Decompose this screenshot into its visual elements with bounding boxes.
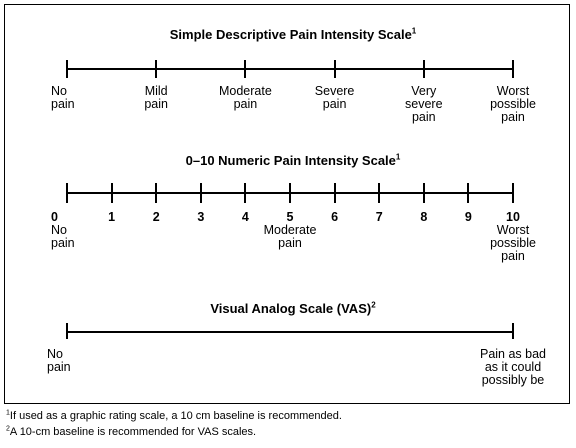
vas-scale-line [67,331,513,333]
numeric-tick-value: 9 [464,210,472,224]
vas-right-tick [512,323,514,339]
footnote-2-text: A 10-cm baseline is recommended for VAS … [9,426,257,438]
descriptive-scale-title: Simple Descriptive Pain Intensity Scale1 [5,27,576,42]
numeric-tick-value: 0 [51,210,58,224]
numeric-label: 10 Worst possible pain [468,211,558,263]
footnote-1: 1If used as a graphic rating scale, a 10… [6,409,342,423]
numeric-label: 8 [379,211,469,224]
descriptive-tick [66,60,68,78]
descriptive-label: Severe pain [314,84,355,111]
numeric-label: 1 [67,211,157,224]
descriptive-tick [155,60,158,78]
numeric-tick-value: 2 [152,210,160,224]
footnote-2-mark: 2 [6,425,10,433]
descriptive-tick [512,60,514,78]
numeric-label: 9 [423,211,513,224]
vas-title-footnote-mark: 2 [371,300,376,310]
numeric-tick-value: 7 [375,210,383,224]
numeric-label: 0 No pain [51,211,91,250]
descriptive-scale-line [67,68,513,70]
numeric-tick-value: 4 [241,210,249,224]
footnote-1-mark: 1 [6,409,10,417]
footnote-1-text: If used as a graphic rating scale, a 10 … [9,410,342,422]
descriptive-label: Mild pain [144,84,168,111]
numeric-tick [512,183,514,203]
numeric-title-text: 0–10 Numeric Pain Intensity Scale [185,153,396,168]
footnote-2: 2A 10-cm baseline is recommended for VAS… [6,425,257,439]
numeric-tick-value: 1 [108,210,116,224]
numeric-label: 4 [200,211,290,224]
numeric-label: 6 [290,211,380,224]
descriptive-label: Very severe pain [405,84,443,124]
numeric-label: 5 Moderate pain [245,211,335,250]
numeric-tick-value: 5 [286,210,294,224]
descriptive-label: Moderate pain [218,84,272,111]
numeric-title-footnote-mark: 1 [395,152,401,162]
descriptive-label: Worst possible pain [490,84,536,124]
numeric-tick [110,183,113,203]
numeric-tick-value: 3 [197,210,205,224]
descriptive-tick [333,60,336,78]
descriptive-tick [422,60,425,78]
numeric-anchor-text: No pain [51,223,75,250]
numeric-tick-value: 6 [331,210,339,224]
numeric-tick [155,183,158,203]
numeric-label: 2 [111,211,201,224]
numeric-tick [467,183,470,203]
vas-left-label: No pain [47,347,71,374]
numeric-anchor-text: Worst possible pain [490,223,536,263]
vas-title-text: Visual Analog Scale (VAS) [210,301,372,316]
numeric-tick [333,183,336,203]
numeric-scale-title: 0–10 Numeric Pain Intensity Scale1 [5,153,576,168]
numeric-anchor-text: Moderate pain [263,223,317,250]
figure-frame: Simple Descriptive Pain Intensity Scale1… [4,4,570,404]
numeric-tick [289,183,291,203]
descriptive-tick [244,60,247,78]
numeric-tick [66,183,68,203]
numeric-tick [378,183,381,203]
numeric-tick-value: 10 [506,210,520,224]
vas-right-label: Pain as bad as it could possibly be [479,347,547,387]
numeric-tick [244,183,247,203]
numeric-tick [199,183,202,203]
numeric-label: 3 [156,211,246,224]
descriptive-label: No pain [51,84,75,111]
vas-left-tick [66,323,68,339]
numeric-tick-value: 8 [420,210,428,224]
numeric-label: 7 [334,211,424,224]
descriptive-title-footnote-mark: 1 [411,26,417,36]
numeric-tick [422,183,425,203]
vas-title: Visual Analog Scale (VAS)2 [5,301,576,316]
descriptive-title-text: Simple Descriptive Pain Intensity Scale [169,27,412,42]
